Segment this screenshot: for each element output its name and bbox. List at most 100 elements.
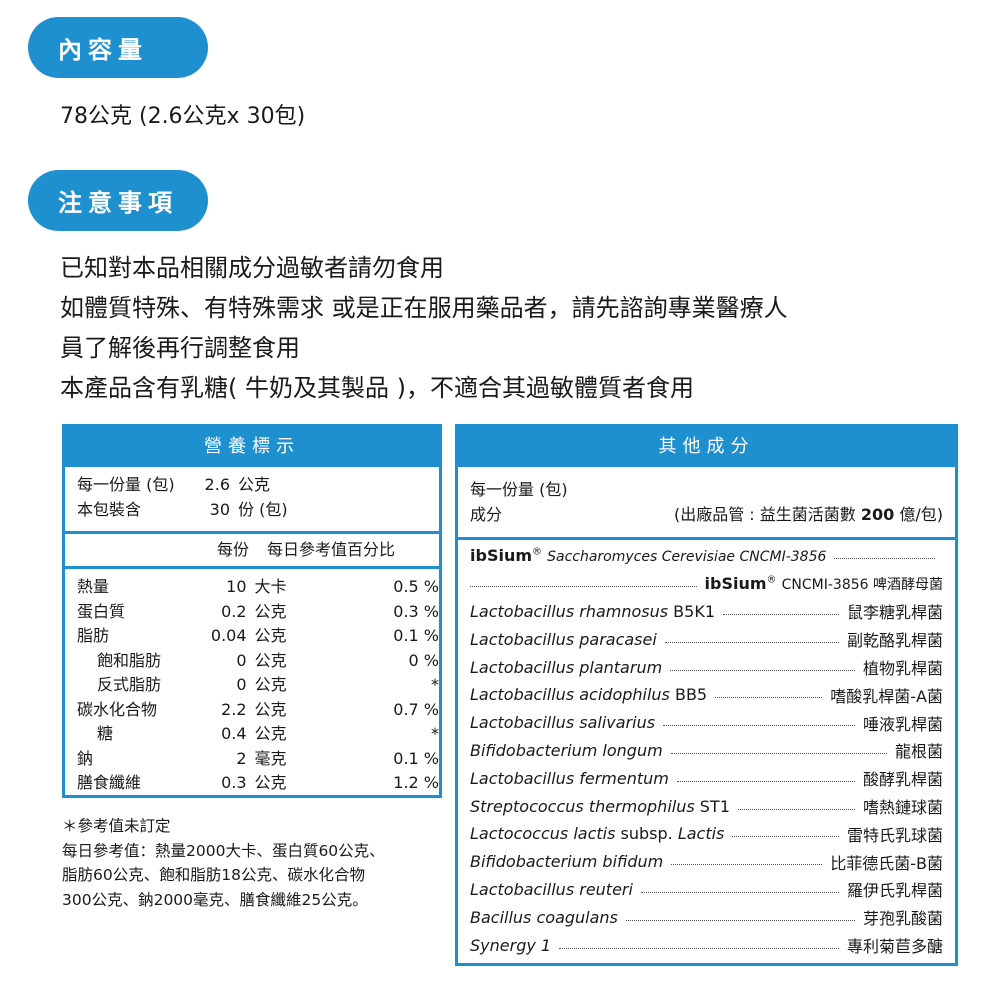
- latin-species: Bacillus coagulans: [470, 907, 618, 927]
- ingredient-row: Lactobacillus salivarius 唾液乳桿菌: [458, 709, 955, 737]
- latin-name: Synergy 1: [470, 936, 551, 955]
- nutrient-value: 0.2: [221, 601, 247, 621]
- nutrient-name: 飽和脂肪: [97, 650, 162, 670]
- nutrient-value: 2.2: [221, 699, 247, 719]
- nutrient-name: 碳水化合物: [77, 699, 158, 719]
- col-per-serving: 每份: [217, 540, 250, 559]
- nutrition-table: 營養標示 每一份量 (包) 2.6 公克 本包裝含 30 份 (包) 每份 每日參考值百分…: [62, 424, 442, 798]
- other-serving-label: 每一份量 (包): [470, 480, 568, 499]
- nutrient-daily-pct: 0.7 %: [393, 699, 439, 719]
- ingredient-items: Lactobacillus rhamnosus B5K1 鼠李糖乳桿菌 Lactob…: [458, 598, 955, 959]
- serving-unit: 公克: [238, 475, 271, 494]
- zh-name: 植物乳桿菌: [862, 659, 943, 679]
- dot-leader: [723, 613, 839, 615]
- footnote: ＊參考值未訂定: [62, 817, 171, 835]
- latin-species: Lactobacillus acidophilus: [470, 685, 670, 705]
- ingredient-row: Bifidobacterium bifidum 比菲德氏菌-B菌: [458, 848, 955, 876]
- latin-species: Synergy 1: [470, 935, 552, 955]
- zh-name: 比菲德氏菌-B菌: [830, 853, 943, 873]
- strain-code: B5K1: [668, 601, 716, 621]
- ingredient-row: Synergy 1 專利菊苣多醣: [458, 931, 955, 959]
- registered-mark: ®: [766, 574, 777, 586]
- nutrient-name: 熱量: [77, 577, 110, 596]
- notice-text: 已知對本品相關成分過敏者請勿食用 如體質特殊、有特殊需求 或是正在服用藥品者，請…: [60, 248, 788, 408]
- latin-species: Lactobacillus paracasei: [470, 629, 657, 649]
- latin-subspecies: Lactis: [677, 824, 725, 844]
- nutrient-name: 膳食纖維: [77, 773, 142, 792]
- ibsium-latin: ibSium® Saccharomyces Cerevisiae CNCMI-3…: [470, 546, 826, 565]
- nutrient-name: 脂肪: [77, 626, 110, 645]
- nutrition-row: 反式脂肪 0 公克 *: [65, 673, 439, 698]
- serving-label: 每一份量 (包): [77, 475, 175, 494]
- dot-leader: [640, 891, 839, 893]
- latin-name: Lactobacillus rhamnosus B5K1: [470, 602, 715, 621]
- dot-leader: [625, 919, 855, 921]
- nutrient-value: 0.04: [210, 626, 247, 645]
- nutrient-name: 糖: [97, 724, 114, 743]
- dot-leader: [470, 586, 697, 588]
- nutrient-name: 蛋白質: [77, 601, 126, 621]
- zh-name: 雷特氏乳球菌: [846, 825, 943, 845]
- nutrient-unit: 毫克: [254, 748, 287, 768]
- latin-species: Bifidobacterium longum: [470, 740, 663, 760]
- ingredient-row: Lactobacillus plantarum 植物乳桿菌: [458, 653, 955, 681]
- nutrition-row: 蛋白質 0.2 公克 0.3 %: [65, 600, 439, 625]
- nutrient-daily-pct: 0.1 %: [393, 748, 439, 768]
- latin-species: Bifidobacterium bifidum: [470, 852, 664, 872]
- nutrient-daily-pct: 0.1 %: [393, 626, 439, 645]
- latin-species: Lactobacillus rhamnosus: [470, 601, 669, 621]
- ingredient-row: ibSium® Saccharomyces Cerevisiae CNCMI-3…: [458, 542, 955, 570]
- latin-species: Lactobacillus plantarum: [470, 657, 663, 677]
- ibsium-zh: ibSium® CNCMI-3856 啤酒酵母菌: [705, 574, 943, 594]
- serving-row: 每一份量 (包) 2.6 公克: [65, 473, 439, 498]
- nutrient-daily-pct: *: [431, 675, 439, 694]
- content-value: 78公克 (2.6公克x 30包): [60, 104, 306, 129]
- nutrition-footnotes: ＊參考值未訂定 每日參考值：熱量2000大卡、蛋白質60公克、 脂肪60公克、飽…: [62, 814, 385, 912]
- other-ingredients-table: 其他成分 每一份量 (包) 成分 (出廠品管 : 益生菌活菌數 200 億/包)…: [455, 424, 958, 966]
- latin-name: Lactococcus lactis subsp. Lactis: [470, 824, 724, 843]
- strain-code: BB5: [669, 685, 708, 705]
- nutrient-unit: 公克: [254, 601, 287, 621]
- footnote: 300公克、鈉2000毫克、膳食纖維25公克。: [62, 890, 368, 909]
- content-label: 內容量: [58, 36, 148, 64]
- nutrient-value: 0.3: [221, 773, 247, 792]
- nutrient-daily-pct: 0 %: [408, 650, 439, 670]
- latin-name: Lactobacillus acidophilus BB5: [470, 685, 707, 704]
- zh-name: 專利菊苣多醣: [846, 937, 943, 957]
- latin-name: Bifidobacterium longum: [470, 741, 663, 760]
- strain-code: subsp.: [615, 824, 678, 844]
- qc-note-prefix: (出廠品管 : 益生菌活菌數: [673, 505, 861, 524]
- ingredient-row: Lactobacillus fermentum 酸酵乳桿菌: [458, 764, 955, 792]
- nutrient-unit: 大卡: [254, 577, 287, 596]
- qc-count: 200: [860, 505, 895, 524]
- ingredient-header: 成分 (出廠品管 : 益生菌活菌數 200 億/包): [470, 502, 943, 527]
- brand-name: ibSium: [470, 546, 533, 566]
- brand-name: ibSium: [704, 573, 767, 593]
- zh-name: CNCMI-3856 啤酒酵母菌: [781, 576, 943, 593]
- pack-unit: 份 (包): [238, 499, 288, 519]
- zh-name: 嗜酸乳桿菌-A菌: [830, 686, 943, 706]
- latin-species: Streptococcus thermophilus: [470, 796, 695, 816]
- pack-label: 本包裝含: [77, 499, 142, 519]
- nutrient-value: 10: [226, 577, 247, 596]
- ingredient-list: ibSium® Saccharomyces Cerevisiae CNCMI-3…: [458, 540, 955, 959]
- zh-name: 酸酵乳桿菌: [862, 770, 943, 790]
- pack-row: 本包裝含 30 份 (包): [65, 498, 439, 523]
- nutrition-row: 熱量 10 大卡 0.5 %: [65, 575, 439, 600]
- ingredient-row: Bacillus coagulans 芽孢乳酸菌: [458, 903, 955, 931]
- latin-species: Lactobacillus fermentum: [470, 768, 669, 788]
- nutrient-unit: 公克: [254, 773, 287, 792]
- nutrient-value: 0: [236, 650, 247, 670]
- zh-name: 芽孢乳酸菌: [862, 909, 943, 929]
- notice-label: 注意事項: [58, 189, 178, 217]
- ingredient-row: Streptococcus thermophilus ST1 嗜熱鏈球菌: [458, 792, 955, 820]
- qc-note-suffix: 億/包): [894, 505, 943, 524]
- ingredient-row: ibSium® CNCMI-3856 啤酒酵母菌: [458, 570, 955, 598]
- nutrient-unit: 公克: [254, 724, 287, 743]
- latin-name: Lactobacillus plantarum: [470, 658, 662, 677]
- serving-info: 每一份量 (包) 2.6 公克 本包裝含 30 份 (包): [65, 467, 439, 531]
- nutrition-title: 營養標示: [65, 427, 439, 467]
- dot-leader: [676, 780, 855, 782]
- dot-leader: [737, 808, 855, 810]
- latin-name: Lactobacillus reuteri: [470, 880, 633, 899]
